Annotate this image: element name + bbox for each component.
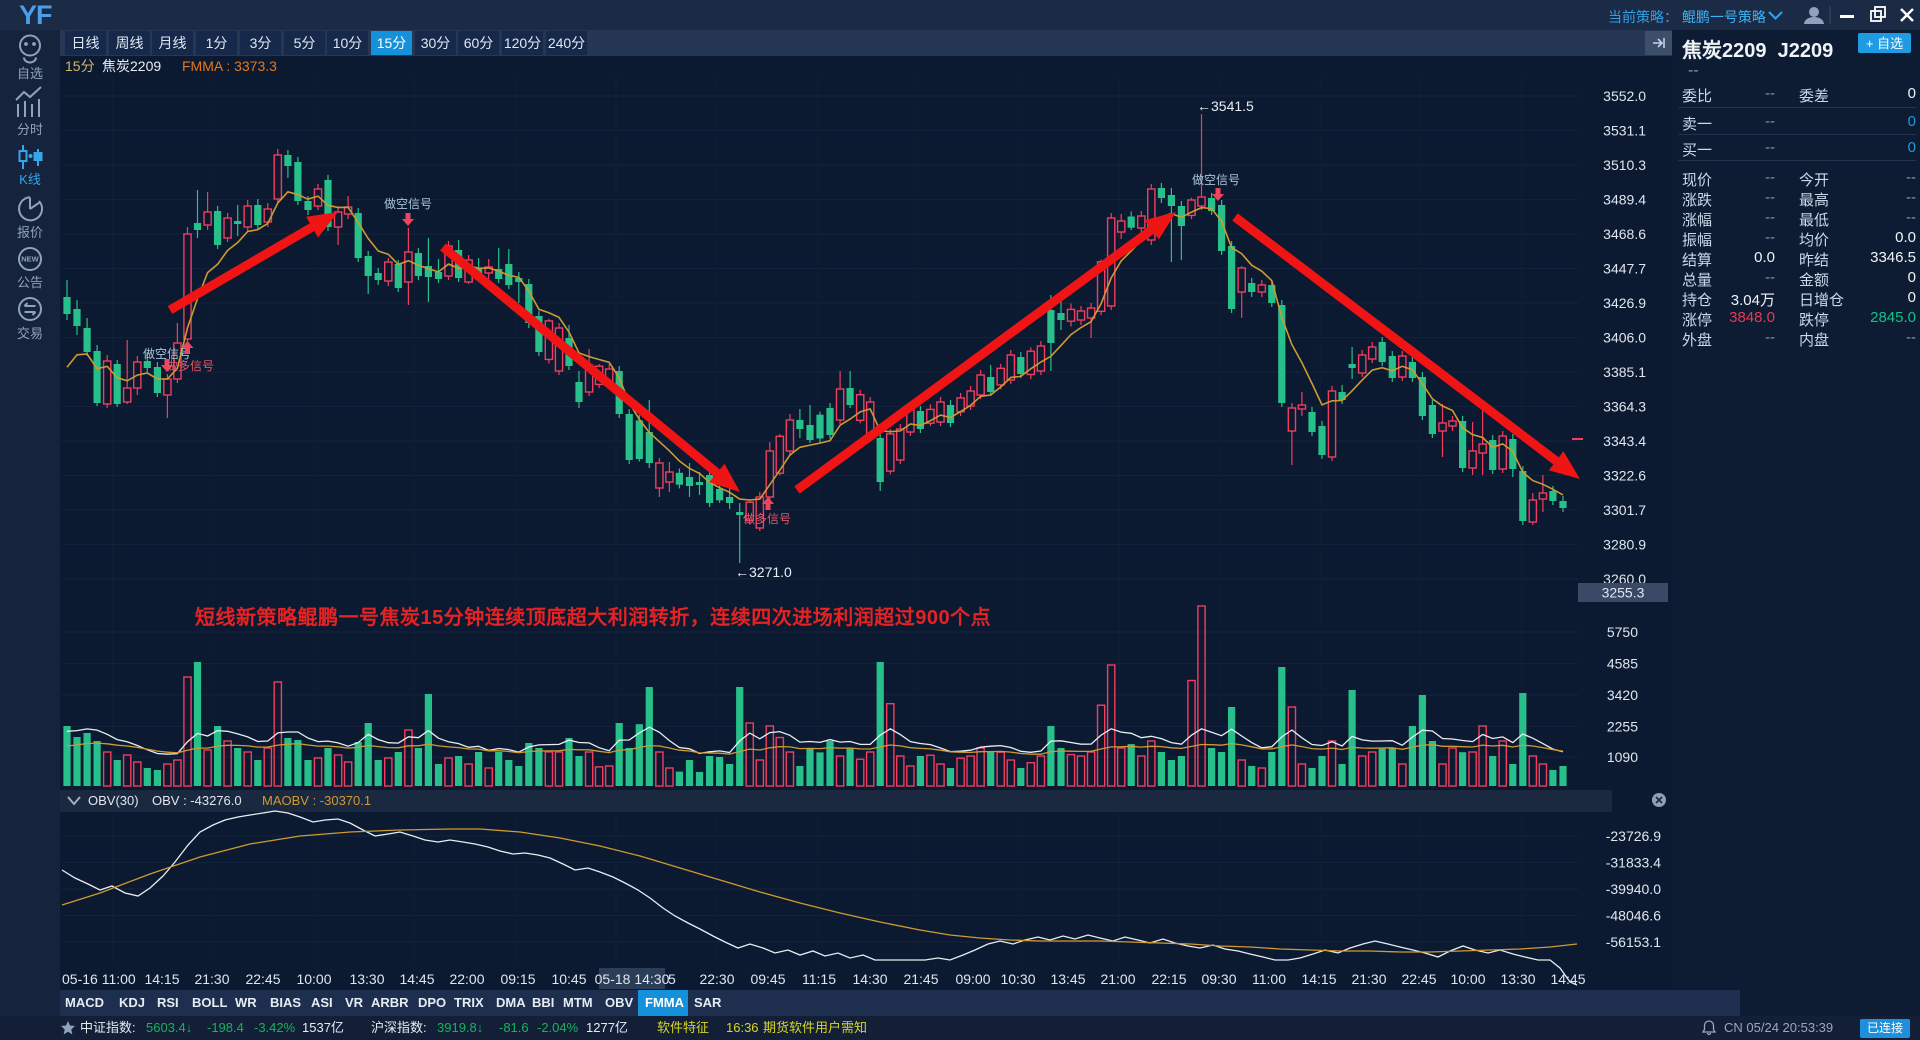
svg-text:14:45: 14:45 — [399, 971, 434, 987]
svg-text:13:30: 13:30 — [349, 971, 384, 987]
svg-text:3280.9: 3280.9 — [1603, 537, 1646, 553]
svg-text:22:00: 22:00 — [449, 971, 484, 987]
svg-text:14:15: 14:15 — [1301, 971, 1336, 987]
svg-text:做多信号: 做多信号 — [166, 358, 214, 373]
svg-text:3447.7: 3447.7 — [1603, 261, 1646, 277]
svg-text:短线新策略鲲鹏一号焦炭15分钟连续顶底超大利润转折，连续四次: 短线新策略鲲鹏一号焦炭15分钟连续顶底超大利润转折，连续四次进场利润超过900个… — [195, 605, 991, 629]
svg-text:3489.4: 3489.4 — [1603, 192, 1646, 208]
svg-text:14:15: 14:15 — [144, 971, 179, 987]
svg-text:←3541.5: ←3541.5 — [1197, 98, 1254, 114]
svg-text:09:30: 09:30 — [1201, 971, 1236, 987]
svg-text:OBV(30): OBV(30) — [88, 793, 139, 808]
svg-text:3322.6: 3322.6 — [1603, 468, 1646, 484]
svg-text:22:30: 22:30 — [699, 971, 734, 987]
svg-text:3552.0: 3552.0 — [1603, 88, 1646, 104]
svg-text:3343.4: 3343.4 — [1603, 433, 1646, 449]
svg-text:3301.7: 3301.7 — [1603, 502, 1646, 518]
svg-text:做空信号: 做空信号 — [143, 346, 191, 361]
svg-text:5: 5 — [668, 971, 676, 987]
svg-text:3255.3: 3255.3 — [1602, 585, 1645, 601]
svg-text:05-18 14:30: 05-18 14:30 — [595, 971, 670, 987]
svg-text:-48046.6: -48046.6 — [1606, 908, 1661, 924]
svg-text:NEW: NEW — [21, 255, 39, 264]
svg-text:22:45: 22:45 — [245, 971, 280, 987]
svg-text:FMMA : 3373.3: FMMA : 3373.3 — [182, 58, 277, 74]
svg-text:05-16 11:00: 05-16 11:00 — [62, 971, 136, 987]
svg-text:13:45: 13:45 — [1050, 971, 1085, 987]
svg-text:3468.6: 3468.6 — [1603, 226, 1646, 242]
svg-text:11:00: 11:00 — [1252, 971, 1286, 987]
svg-text:09:00: 09:00 — [955, 971, 990, 987]
svg-text:14:45: 14:45 — [1550, 971, 1585, 987]
svg-text:21:30: 21:30 — [1351, 971, 1386, 987]
svg-text:1090: 1090 — [1607, 749, 1638, 765]
svg-text:4585: 4585 — [1607, 656, 1638, 672]
svg-text:11:15: 11:15 — [802, 971, 836, 987]
svg-text:21:30: 21:30 — [194, 971, 229, 987]
svg-text:10:00: 10:00 — [296, 971, 331, 987]
svg-text:10:00: 10:00 — [1450, 971, 1485, 987]
svg-text:3426.9: 3426.9 — [1603, 295, 1646, 311]
svg-text:焦炭2209: 焦炭2209 — [102, 58, 161, 74]
svg-text:22:15: 22:15 — [1151, 971, 1186, 987]
svg-text:MAOBV : -30370.1: MAOBV : -30370.1 — [262, 793, 371, 808]
svg-text:做空信号: 做空信号 — [384, 196, 432, 211]
svg-text:15分: 15分 — [65, 58, 95, 74]
svg-text:←3271.0: ←3271.0 — [735, 564, 792, 580]
svg-text:-56153.1: -56153.1 — [1606, 934, 1661, 950]
svg-text:21:45: 21:45 — [903, 971, 938, 987]
svg-text:10:30: 10:30 — [1000, 971, 1035, 987]
svg-text:3531.1: 3531.1 — [1603, 123, 1646, 139]
svg-text:09:45: 09:45 — [750, 971, 785, 987]
svg-text:09:15: 09:15 — [500, 971, 535, 987]
svg-text:10:45: 10:45 — [551, 971, 586, 987]
svg-text:-31833.4: -31833.4 — [1606, 855, 1661, 871]
svg-text:3406.0: 3406.0 — [1603, 330, 1646, 346]
svg-text:22:45: 22:45 — [1401, 971, 1436, 987]
svg-text:21:00: 21:00 — [1100, 971, 1135, 987]
svg-text:-23726.9: -23726.9 — [1606, 828, 1661, 844]
svg-text:OBV : -43276.0: OBV : -43276.0 — [152, 793, 242, 808]
svg-text:3364.3: 3364.3 — [1603, 399, 1646, 415]
svg-text:做多信号: 做多信号 — [743, 511, 791, 526]
svg-text:14:30: 14:30 — [852, 971, 887, 987]
svg-text:2255: 2255 — [1607, 719, 1638, 735]
svg-text:3385.1: 3385.1 — [1603, 364, 1646, 380]
svg-text:3510.3: 3510.3 — [1603, 157, 1646, 173]
svg-text:-39940.0: -39940.0 — [1606, 881, 1661, 897]
svg-text:3420: 3420 — [1607, 687, 1638, 703]
svg-text:13:30: 13:30 — [1500, 971, 1535, 987]
svg-text:5750: 5750 — [1607, 624, 1638, 640]
svg-text:做空信号: 做空信号 — [1192, 172, 1240, 187]
